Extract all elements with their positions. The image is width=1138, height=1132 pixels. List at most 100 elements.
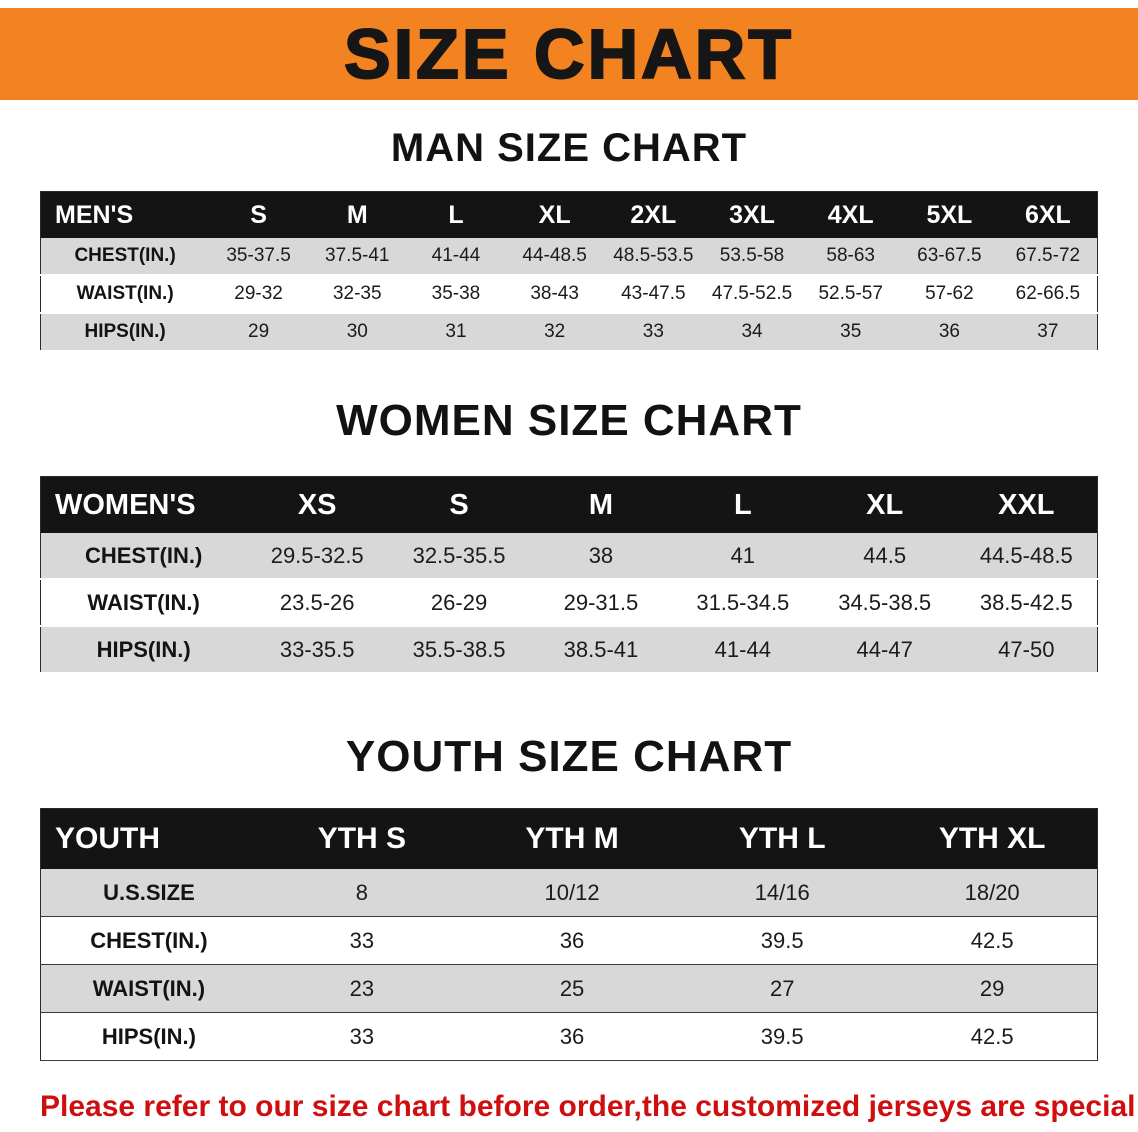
- value-cell: 14/16: [754, 879, 810, 905]
- size-header-cell: 6XL: [1024, 200, 1071, 229]
- value-cell: 38.5-41: [563, 636, 639, 662]
- size-header-cell: YTH S: [317, 822, 407, 855]
- value-cell: 41-44: [714, 636, 771, 662]
- value-cell: 44.5-48.5: [979, 542, 1073, 568]
- table-header-row: WOMEN'S XS S M L XL XXL: [40, 476, 1098, 533]
- value-cell: 39.5: [760, 927, 804, 953]
- value-cell: 33: [349, 927, 375, 953]
- size-chart-page: SIZE CHART MAN SIZE CHART MEN'S S M L XL 2XL 3…: [0, 8, 1138, 1132]
- row-label-cell: WAIST(IN.): [87, 589, 200, 615]
- value-cell: 30: [346, 321, 368, 342]
- row-label-cell: HIPS(IN.): [101, 1023, 196, 1049]
- table-row: HIPS(IN.) 29 30 31 32 33 34 35 36 37: [40, 313, 1098, 351]
- value-cell: 42.5: [970, 1023, 1014, 1049]
- value-cell: 32: [544, 321, 566, 342]
- value-cell: 29-32: [234, 283, 283, 304]
- value-cell: 25: [559, 975, 585, 1001]
- value-cell: 36: [559, 927, 585, 953]
- value-cell: 33: [349, 1023, 375, 1049]
- value-cell: 57-62: [925, 283, 974, 304]
- value-cell: 29: [979, 975, 1005, 1001]
- value-cell: 47-50: [998, 636, 1055, 662]
- value-cell: 26-29: [430, 589, 488, 615]
- size-header-cell: 5XL: [926, 200, 973, 229]
- value-cell: 63-67.5: [917, 245, 982, 266]
- value-cell: 47.5-52.5: [711, 283, 793, 304]
- value-cell: 35-38: [431, 283, 481, 304]
- value-cell: 34: [741, 321, 763, 342]
- youth-section-heading: YOUTH SIZE CHART: [345, 732, 793, 781]
- value-cell: 32.5-35.5: [412, 542, 506, 568]
- women-section-heading: WOMEN SIZE CHART: [336, 396, 802, 445]
- row-label-cell: WAIST(IN.): [92, 975, 206, 1001]
- men-section-heading: MAN SIZE CHART: [390, 126, 748, 170]
- table-row: CHEST(IN.) 33 36 39.5 42.5: [40, 916, 1098, 965]
- size-header-cell: YTH XL: [938, 822, 1046, 855]
- value-cell: 44-48.5: [522, 245, 587, 266]
- value-cell: 62-66.5: [1015, 283, 1081, 304]
- row-label-cell: CHEST(IN.): [74, 245, 176, 266]
- size-header-cell: XL: [866, 488, 904, 521]
- value-cell: 31: [445, 321, 467, 342]
- size-header-cell: 2XL: [630, 200, 677, 229]
- men-size-table: MEN'S S M L XL 2XL 3XL 4XL 5XL 6XL CHEST(IN.) 35-37…: [40, 191, 1098, 352]
- size-header-cell: YTH L: [738, 822, 826, 855]
- value-cell: 58-63: [826, 245, 876, 266]
- value-cell: 67.5-72: [1015, 245, 1081, 266]
- value-cell: 37: [1037, 321, 1059, 342]
- value-cell: 48.5-53.5: [613, 245, 694, 266]
- value-cell: 38-43: [530, 283, 579, 304]
- value-cell: 23: [349, 975, 375, 1001]
- youth-size-table: YOUTH YTH S YTH M YTH L YTH XL U.S.SIZE 8 10/12…: [40, 808, 1098, 1061]
- table-row: WAIST(IN.) 23.5-26 26-29 29-31.5 31.5-34.5 34…: [40, 579, 1098, 626]
- value-cell: 41: [730, 542, 756, 568]
- size-header-cell: L: [448, 200, 464, 229]
- size-header-cell: 3XL: [729, 200, 775, 229]
- value-cell: 33: [642, 321, 664, 342]
- value-cell: 35.5-38.5: [412, 636, 506, 662]
- value-cell: 36: [559, 1023, 585, 1049]
- table-row: HIPS(IN.) 33 36 39.5 42.5: [40, 1012, 1098, 1061]
- value-cell: 39.5: [760, 1023, 804, 1049]
- value-cell: 10/12: [544, 879, 600, 905]
- value-cell: 53.5-58: [719, 245, 785, 266]
- men-table-wrap: MEN'S S M L XL 2XL 3XL 4XL 5XL 6XL CHEST(IN.) 35-37…: [0, 191, 1138, 352]
- disclaimer-text: Please refer to our size chart before or…: [40, 1087, 1138, 1132]
- row-label-cell: CHEST(IN.): [84, 542, 203, 568]
- table-row: CHEST(IN.) 29.5-32.5 32.5-35.5 38 41 44.5 44.5…: [40, 533, 1098, 579]
- value-cell: 36: [938, 321, 960, 342]
- row-label-cell: WAIST(IN.): [76, 283, 174, 304]
- value-cell: 27: [769, 975, 795, 1001]
- size-header-cell: XXL: [998, 488, 1055, 521]
- value-cell: 32-35: [332, 283, 382, 304]
- table-row: U.S.SIZE 8 10/12 14/16 18/20: [40, 869, 1098, 917]
- top-banner: SIZE CHART: [0, 8, 1138, 100]
- size-header-cell: S: [250, 200, 267, 229]
- table-header-row: YOUTH YTH S YTH M YTH L YTH XL: [40, 808, 1098, 869]
- table-title-cell: MEN'S: [55, 200, 134, 229]
- value-cell: 34.5-38.5: [838, 589, 932, 615]
- size-header-cell: XS: [297, 488, 337, 521]
- value-cell: 18/20: [964, 879, 1020, 905]
- disclaimer-line-1: Please refer to our size chart before or…: [40, 1090, 1136, 1132]
- table-title-cell: WOMEN'S: [55, 488, 196, 521]
- value-cell: 31.5-34.5: [696, 589, 790, 615]
- size-header-cell: 4XL: [827, 200, 874, 229]
- table-row: WAIST(IN.) 29-32 32-35 35-38 38-43 43-47.5 47.…: [40, 275, 1098, 313]
- table-row: CHEST(IN.) 35-37.5 37.5-41 41-44 44-48.5 48.5…: [40, 238, 1098, 275]
- women-table-wrap: WOMEN'S XS S M L XL XXL CHEST(IN.) 29.5-32.5 32.5…: [0, 476, 1138, 674]
- table-row: WAIST(IN.) 23 25 27 29: [40, 964, 1098, 1013]
- size-header-cell: YTH M: [525, 822, 619, 855]
- youth-table-wrap: YOUTH YTH S YTH M YTH L YTH XL U.S.SIZE 8 10/12…: [0, 808, 1138, 1061]
- row-label-cell: HIPS(IN.): [96, 636, 191, 662]
- value-cell: 35-37.5: [226, 245, 291, 266]
- value-cell: 23.5-26: [279, 589, 355, 615]
- value-cell: 35: [840, 321, 862, 342]
- value-cell: 44.5: [863, 542, 907, 568]
- women-size-table: WOMEN'S XS S M L XL XXL CHEST(IN.) 29.5-32.5 32.5…: [40, 476, 1098, 674]
- page-title: SIZE CHART: [343, 14, 794, 94]
- value-cell: 41-44: [431, 245, 481, 266]
- row-label-cell: HIPS(IN.): [84, 321, 166, 342]
- table-header-row: MEN'S S M L XL 2XL 3XL 4XL 5XL 6XL: [40, 191, 1098, 238]
- table-row: HIPS(IN.) 33-35.5 35.5-38.5 38.5-41 41-44 44-…: [40, 626, 1098, 673]
